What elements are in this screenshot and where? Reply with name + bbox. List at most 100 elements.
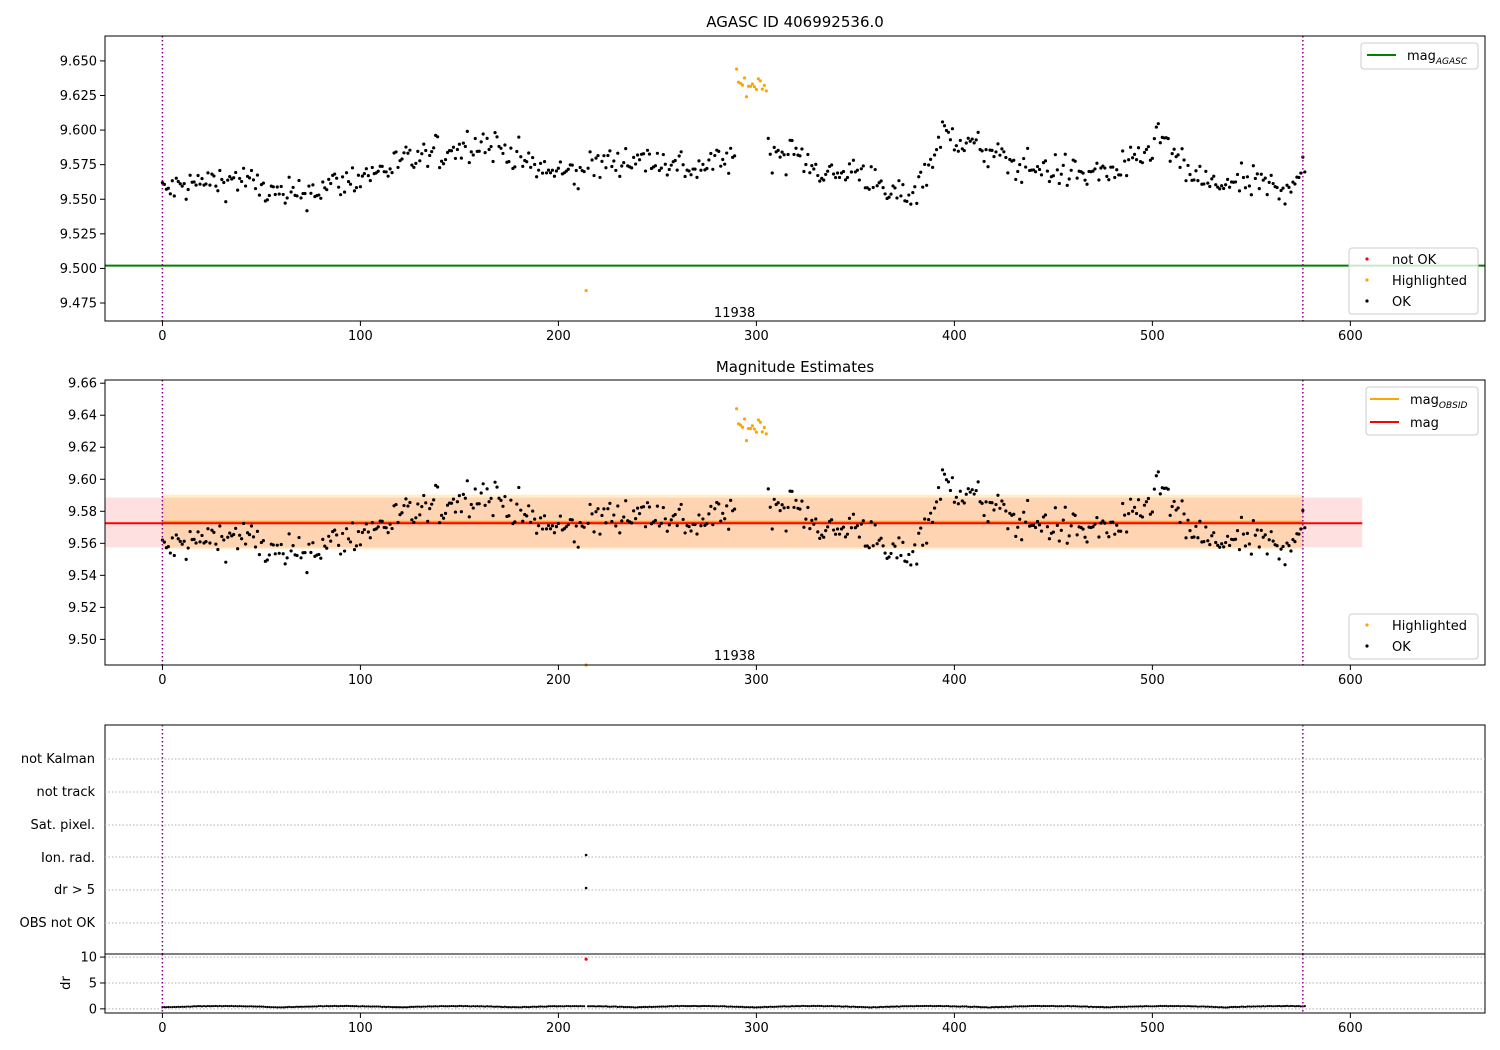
flags-frame — [104, 724, 1486, 955]
point-ok — [449, 149, 454, 153]
point-ok — [172, 553, 176, 558]
point-ok — [1043, 513, 1048, 517]
dr-point — [705, 1004, 708, 1008]
point-ok — [253, 545, 258, 549]
point-ok — [542, 160, 547, 164]
dr-point — [1022, 1005, 1025, 1008]
point-ok — [481, 132, 485, 136]
point-ok — [1051, 174, 1055, 178]
point-ok — [267, 193, 271, 198]
point-ok — [303, 551, 307, 555]
point-ok — [1222, 545, 1226, 549]
point-ok — [594, 156, 598, 160]
dr-point — [800, 1004, 804, 1008]
point-ok — [1227, 543, 1232, 548]
point-ok — [942, 472, 947, 476]
point-ok — [515, 502, 519, 506]
point-ok — [574, 524, 578, 528]
point-ok — [661, 506, 665, 510]
dr-point — [917, 1004, 920, 1008]
point-ok — [768, 505, 772, 509]
dr-point — [1206, 1005, 1209, 1008]
point-ok — [1289, 190, 1293, 194]
point-ok — [1208, 184, 1212, 189]
point-ok — [1293, 182, 1297, 186]
x-tick-label: 400 — [942, 1021, 967, 1036]
point-ok — [816, 530, 820, 534]
point-ok — [1024, 520, 1028, 524]
dr-point — [658, 1005, 661, 1008]
dr-point — [541, 1005, 544, 1008]
point-ok — [574, 168, 578, 173]
point-ok — [172, 194, 176, 198]
point-ok — [240, 179, 244, 184]
point-ok — [901, 540, 905, 544]
dr-point — [806, 1004, 809, 1008]
point-ok — [1249, 552, 1253, 556]
dr-point — [242, 1005, 245, 1008]
dr-point — [357, 1005, 360, 1008]
point-ok — [198, 540, 202, 544]
dr-point — [167, 1005, 170, 1009]
point-ok — [348, 182, 353, 186]
dr-point — [1190, 1005, 1194, 1008]
point-ok — [588, 502, 592, 507]
point-ok — [705, 166, 709, 171]
point-ok — [810, 518, 814, 522]
dr-point — [1111, 1005, 1114, 1009]
point-highlighted — [758, 79, 762, 83]
dr-point — [404, 1006, 408, 1009]
dr-point — [1032, 1004, 1035, 1008]
point-ok — [610, 519, 614, 524]
point-ok — [542, 514, 547, 518]
point-ok — [362, 528, 366, 532]
point-ok — [970, 137, 974, 141]
point-ok — [960, 499, 964, 503]
point-ok — [509, 498, 513, 502]
dr-point — [1121, 1005, 1124, 1008]
dr-point — [1127, 1005, 1130, 1008]
point-ok — [697, 513, 701, 517]
point-ok — [196, 173, 200, 178]
point-ok — [655, 504, 659, 508]
point-ok — [637, 512, 642, 516]
dr-point — [222, 1005, 225, 1008]
point-ok — [782, 506, 786, 510]
dr-point — [929, 1004, 932, 1007]
dr-point — [1060, 1004, 1063, 1008]
point-ok — [637, 158, 642, 162]
dr-point — [365, 1005, 368, 1008]
point-ok — [869, 520, 873, 524]
point-ok — [1127, 158, 1131, 162]
point-ok — [849, 170, 854, 174]
point-ok — [550, 524, 555, 528]
dr-point — [371, 1005, 374, 1008]
point-ok — [877, 538, 881, 542]
dr-point — [499, 1005, 503, 1008]
point-ok — [1269, 173, 1273, 177]
point-ok — [1059, 172, 1063, 176]
dr-point — [325, 1004, 328, 1008]
dr-point — [747, 1006, 750, 1009]
point-ok — [339, 193, 343, 197]
dr-point — [878, 1005, 881, 1009]
dr-point — [373, 1005, 376, 1008]
point-ok — [1099, 166, 1103, 170]
point-ok — [673, 512, 677, 517]
point-ok — [1099, 521, 1103, 525]
point-ok — [721, 511, 725, 515]
dr-point — [899, 1005, 903, 1008]
point-ok — [1212, 174, 1216, 178]
dr-point — [232, 1005, 235, 1008]
dr-point — [545, 1005, 548, 1008]
point-ok — [384, 526, 388, 530]
point-ok — [1037, 167, 1042, 172]
dr-point — [830, 1004, 833, 1008]
flag-point — [584, 886, 588, 890]
point-ok — [291, 544, 295, 548]
point-ok — [641, 152, 646, 156]
point-ok — [804, 517, 808, 521]
y-tick-label: 9.600 — [60, 124, 97, 139]
dr-point — [1014, 1005, 1017, 1008]
